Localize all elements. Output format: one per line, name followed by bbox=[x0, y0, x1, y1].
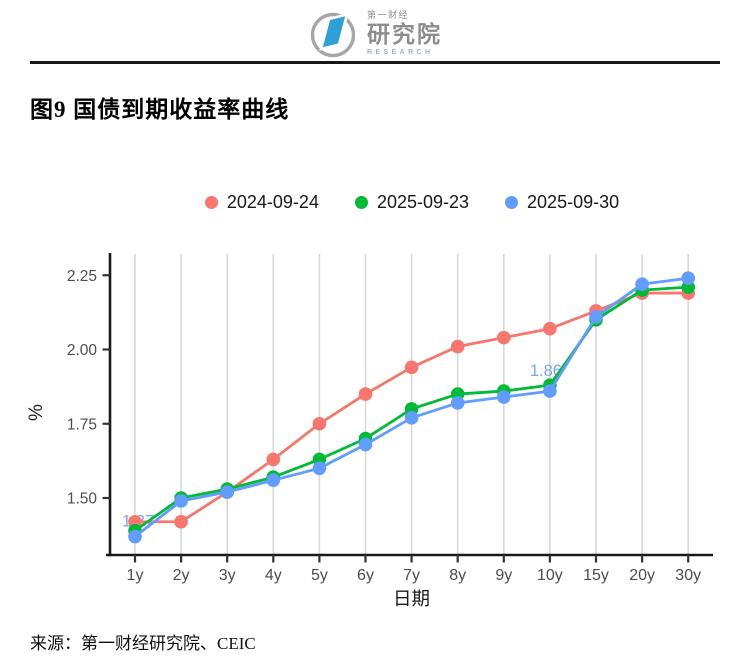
logo-mark-icon bbox=[310, 12, 356, 58]
chart-legend: 2024-09-24 2025-09-23 2025-09-30 bbox=[110, 192, 714, 213]
svg-text:1y: 1y bbox=[127, 567, 144, 584]
legend-label: 2025-09-30 bbox=[527, 192, 620, 212]
source-note: 来源：第一财经研究院、CEIC bbox=[30, 634, 256, 653]
svg-text:7y: 7y bbox=[403, 567, 420, 584]
svg-text:30y: 30y bbox=[675, 567, 701, 584]
svg-text:2y: 2y bbox=[173, 567, 190, 584]
svg-text:2.25: 2.25 bbox=[67, 268, 97, 285]
logo-brand-cn-main: 研究院 bbox=[367, 21, 442, 47]
legend-label: 2025-09-23 bbox=[376, 192, 470, 212]
logo-brand-en: RESEARCH bbox=[367, 49, 434, 56]
yield-curve-chart: 1.50 1.75 2.00 2.25 1y 2y 3y 4y 5y 6y 7y 8y 9y 10y 15y… bbox=[26, 253, 713, 609]
logo-brand-cn-small: 第一财经 bbox=[367, 10, 410, 20]
legend-item-2025-09-23: 2025-09-23 bbox=[354, 192, 470, 213]
svg-text:5y: 5y bbox=[311, 567, 328, 584]
svg-text:10y: 10y bbox=[537, 567, 563, 584]
svg-text:15y: 15y bbox=[583, 567, 609, 584]
svg-text:4y: 4y bbox=[265, 567, 282, 584]
svg-text:2.00: 2.00 bbox=[67, 342, 98, 359]
header-divider bbox=[30, 61, 720, 64]
legend-item-2024-09-24: 2024-09-24 bbox=[204, 192, 319, 213]
publisher-logo: 第一财经 研究院 RESEARCH bbox=[308, 7, 442, 60]
svg-text:9y: 9y bbox=[495, 567, 512, 584]
legend-swatch-green-icon bbox=[354, 196, 368, 209]
svg-text:%: % bbox=[26, 404, 47, 421]
svg-text:1.50: 1.50 bbox=[67, 491, 98, 508]
figure-title: 图9 国债到期收益率曲线 bbox=[30, 97, 290, 122]
svg-text:1.86: 1.86 bbox=[530, 362, 562, 380]
legend-item-2025-09-30: 2025-09-30 bbox=[505, 192, 619, 213]
svg-text:日期: 日期 bbox=[393, 588, 430, 609]
legend-swatch-red-icon bbox=[204, 196, 218, 209]
svg-text:20y: 20y bbox=[629, 567, 655, 584]
legend-swatch-blue-icon bbox=[505, 196, 519, 209]
svg-text:8y: 8y bbox=[449, 567, 466, 584]
svg-text:1.75: 1.75 bbox=[67, 416, 97, 433]
svg-text:3y: 3y bbox=[219, 567, 236, 584]
svg-text:6y: 6y bbox=[357, 567, 374, 584]
legend-label: 2024-09-24 bbox=[226, 192, 319, 212]
